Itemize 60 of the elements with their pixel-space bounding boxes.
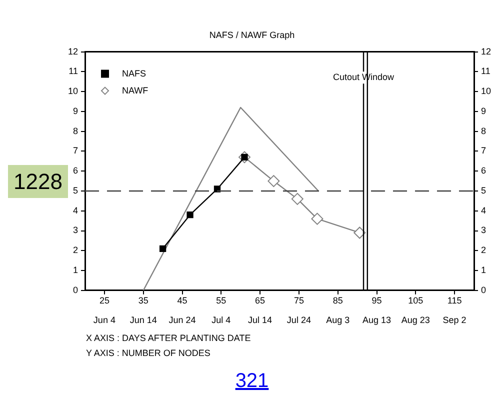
x2-tick-label: Aug 23 xyxy=(401,315,430,326)
x-tick-label: 25 xyxy=(99,295,110,306)
y2-tick-label: 0 xyxy=(481,284,486,295)
y2-tick-label: 1 xyxy=(481,265,486,275)
y-tick-label: 10 xyxy=(68,86,78,96)
y2-tick-label: 10 xyxy=(481,86,492,96)
legend-label: NAWF xyxy=(122,85,149,96)
chart-title: NAFS / NAWF Graph xyxy=(209,30,295,40)
y-tick-label: 6 xyxy=(72,166,78,176)
x-tick-label: 85 xyxy=(332,295,343,306)
y-tick-label: 7 xyxy=(72,146,78,156)
x2-tick-label: Aug 3 xyxy=(326,315,350,326)
y2-tick-label: 8 xyxy=(481,126,486,136)
point xyxy=(214,186,221,192)
x-tick-label: 35 xyxy=(138,295,148,306)
point xyxy=(354,226,366,239)
x2-tick-label: Aug 13 xyxy=(362,315,392,326)
x-tick-label: 75 xyxy=(294,295,304,306)
y-tick-label: 2 xyxy=(72,245,78,256)
y2-tick-label: 11 xyxy=(481,66,490,76)
y-tick-label: 9 xyxy=(72,106,78,116)
y-tick-label: 3 xyxy=(72,225,78,236)
legend-label: NAFS xyxy=(122,68,146,78)
y2-tick-label: 12 xyxy=(481,46,492,56)
y2-tick-label: 3 xyxy=(481,225,486,236)
text: X AXIS : DAYS AFTER PLANTING DATE xyxy=(86,332,251,345)
x-tick-label: 55 xyxy=(216,295,226,306)
x2-tick-label: Jun 4 xyxy=(93,315,116,326)
point xyxy=(291,192,304,205)
text: Y AXIS : NUMBER OF NODES xyxy=(86,347,212,360)
y-tick-label: 4 xyxy=(72,205,78,216)
y2-tick-label: 5 xyxy=(481,185,486,196)
x2-tick-label: Jul 14 xyxy=(248,315,272,326)
point xyxy=(311,212,324,225)
x-tick-label: 65 xyxy=(255,295,266,306)
x-tick-label: 95 xyxy=(372,295,382,306)
x-tick-label: 115 xyxy=(447,295,462,306)
y2-tick-label: 6 xyxy=(481,166,486,176)
y-tick-label: 1 xyxy=(72,265,78,275)
y-tick-label: 0 xyxy=(72,284,78,295)
y-tick-label: 11 xyxy=(68,66,78,76)
point xyxy=(186,212,194,218)
x2-tick-label: Jul 24 xyxy=(286,315,311,326)
point xyxy=(159,245,166,252)
x2-tick-label: Jun 24 xyxy=(168,315,196,326)
x-tick-label: 45 xyxy=(177,295,188,306)
y-tick-label: 5 xyxy=(72,185,78,196)
x2-tick-label: Jul 4 xyxy=(212,315,231,326)
y2-tick-label: 4 xyxy=(481,205,486,216)
point xyxy=(268,175,280,188)
y-tick-label: 12 xyxy=(68,46,78,56)
y2-tick-label: 7 xyxy=(481,146,486,156)
x2-tick-label: Sep 2 xyxy=(442,315,466,326)
y2-tick-label: 2 xyxy=(481,245,486,256)
x-tick-label: 105 xyxy=(408,295,424,306)
x2-tick-label: Jun 14 xyxy=(130,315,157,326)
y2-tick-label: 9 xyxy=(481,106,486,116)
text: 321 xyxy=(234,370,270,393)
y-tick-label: 8 xyxy=(72,126,78,136)
text: 1228 xyxy=(8,165,68,198)
